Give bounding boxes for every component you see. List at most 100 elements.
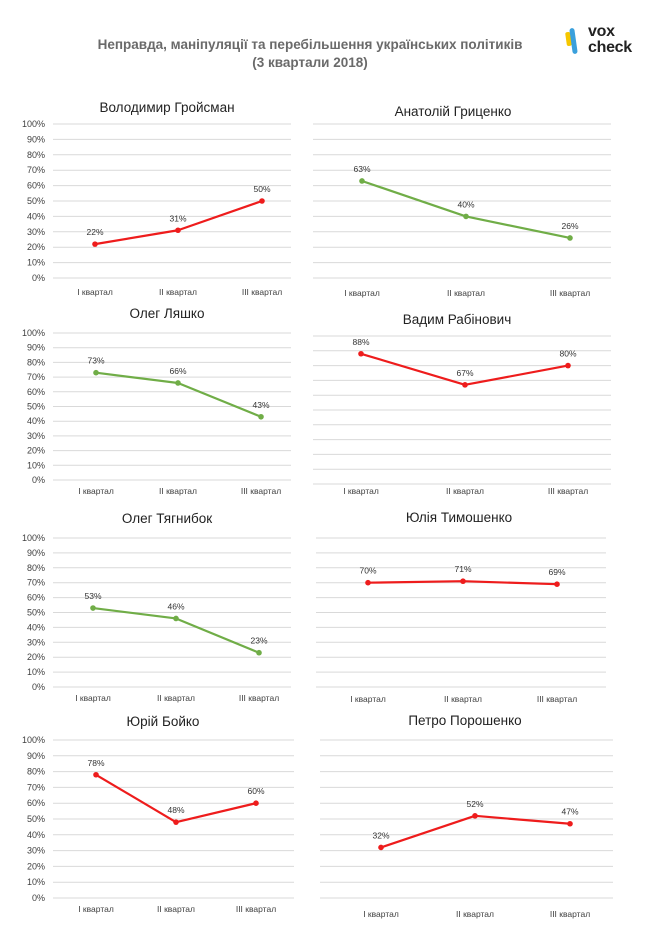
x-tick-label: II квартал — [157, 904, 195, 914]
data-label: 78% — [87, 758, 104, 768]
x-tick-label: III квартал — [550, 909, 590, 919]
y-tick-label: 30% — [27, 431, 45, 441]
data-label: 53% — [84, 591, 101, 601]
x-tick-label: III квартал — [537, 694, 577, 704]
data-point — [175, 380, 181, 386]
y-tick-label: 40% — [27, 622, 45, 632]
chart-3: Олег Ляшко 0% 10% 20% 30% 40% 50% 60% 70% 80% 90% 1… — [22, 306, 291, 496]
y-tick-label: 70% — [27, 782, 45, 792]
y-tick-label: 100% — [22, 119, 45, 129]
y-tick-label: 70% — [27, 578, 45, 588]
title-line-2: (3 квартали 2018) — [252, 55, 368, 70]
y-tick-label: 100% — [22, 735, 45, 745]
y-tick-label: 60% — [27, 387, 45, 397]
data-point — [554, 581, 560, 587]
y-tick-label: 0% — [32, 682, 45, 692]
data-label: 88% — [352, 337, 369, 347]
data-label: 50% — [253, 184, 270, 194]
data-label: 22% — [86, 227, 103, 237]
x-tick-label: II квартал — [456, 909, 494, 919]
y-tick-label: 80% — [27, 150, 45, 160]
voxcheck-logo: vox check — [565, 23, 646, 64]
x-tick-label: I квартал — [78, 486, 114, 496]
chart-5: Олег Тягнибок 0% 10% 20% 30% 40% 50% 60% 70% 80% 9… — [22, 511, 291, 703]
y-tick-label: 80% — [27, 767, 45, 777]
y-tick-label: 60% — [27, 593, 45, 603]
data-point — [358, 350, 364, 357]
y-tick-label: 50% — [27, 608, 45, 618]
y-tick-label: 70% — [27, 165, 45, 175]
chart-4: Вадим Рабінович I квартал II квартал III кв… — [313, 312, 611, 496]
data-label: 63% — [353, 164, 370, 174]
data-point — [93, 771, 99, 778]
series-line — [361, 179, 571, 240]
y-tick-label: 30% — [27, 846, 45, 856]
chart-6: Юлія Тимошенко I квартал II квартал III ква… — [316, 510, 606, 704]
data-point — [365, 579, 371, 586]
y-tick-label: 90% — [27, 548, 45, 558]
series-line — [95, 371, 262, 418]
y-tick-label: 40% — [27, 830, 45, 840]
data-point — [567, 235, 573, 241]
data-label: 66% — [169, 366, 186, 376]
y-tick-label: 100% — [22, 328, 45, 338]
y-tick-label: 40% — [27, 211, 45, 221]
data-label: 52% — [466, 799, 483, 809]
y-tick-label: 10% — [27, 667, 45, 677]
chart-7: Юрій Бойко 0% 10% 20% 30% 40% 50% 60% 70% 80% 90% 1… — [22, 714, 294, 914]
data-label: 46% — [167, 601, 184, 611]
x-tick-label: III квартал — [236, 904, 276, 914]
x-tick-label: II квартал — [159, 287, 197, 297]
data-point — [460, 578, 466, 585]
chart-title: Анатолій Гриценко — [395, 104, 512, 119]
y-tick-label: 30% — [27, 227, 45, 237]
y-tick-label: 90% — [27, 134, 45, 144]
y-tick-label: 80% — [27, 563, 45, 573]
data-label: 32% — [372, 830, 389, 840]
page-title: Неправда, маніпуляції та перебільшення у… — [60, 36, 560, 72]
y-tick-label: 10% — [27, 460, 45, 470]
y-tick-label: 10% — [27, 258, 45, 268]
y-tick-label: 20% — [27, 446, 45, 456]
logo-word-vox: vox — [588, 23, 615, 40]
x-tick-label: I квартал — [363, 909, 399, 919]
chart-title: Вадим Рабінович — [403, 312, 511, 327]
chart-8: Петро Порошенко I квартал II квартал III кв… — [320, 713, 613, 919]
x-tick-label: III квартал — [550, 288, 590, 298]
y-tick-label: 40% — [27, 416, 45, 426]
y-tick-label: 100% — [22, 533, 45, 543]
series-line — [92, 606, 260, 654]
data-point — [92, 241, 98, 247]
data-label: 73% — [87, 356, 104, 366]
data-point — [462, 382, 468, 388]
data-point — [567, 820, 573, 827]
x-tick-label: II квартал — [444, 694, 482, 704]
y-tick-label: 50% — [27, 814, 45, 824]
data-point — [463, 213, 469, 220]
data-point — [175, 227, 181, 234]
series-line — [380, 814, 571, 849]
chart-title: Петро Порошенко — [408, 713, 521, 728]
data-point — [90, 605, 96, 611]
data-point — [93, 369, 99, 376]
x-tick-label: II квартал — [446, 486, 484, 496]
x-tick-label: III квартал — [548, 486, 588, 496]
x-tick-label: I квартал — [350, 694, 386, 704]
y-tick-label: 90% — [27, 751, 45, 761]
data-point — [173, 819, 179, 825]
x-tick-label: III квартал — [241, 486, 281, 496]
data-point — [472, 813, 478, 819]
x-tick-label: I квартал — [78, 904, 114, 914]
data-point — [565, 362, 571, 369]
data-label: 60% — [247, 786, 264, 796]
data-label: 31% — [169, 213, 186, 223]
y-tick-label: 0% — [32, 893, 45, 903]
y-tick-label: 60% — [27, 798, 45, 808]
chart-1: Володимир Гройсман 0% 10% 20% 30% 40% 50% 60% 70… — [22, 100, 291, 297]
data-point — [253, 800, 259, 806]
x-tick-label: I квартал — [75, 693, 111, 703]
data-point — [256, 649, 262, 656]
title-line-1: Неправда, маніпуляції та перебільшення у… — [97, 37, 523, 52]
data-point — [173, 615, 179, 622]
